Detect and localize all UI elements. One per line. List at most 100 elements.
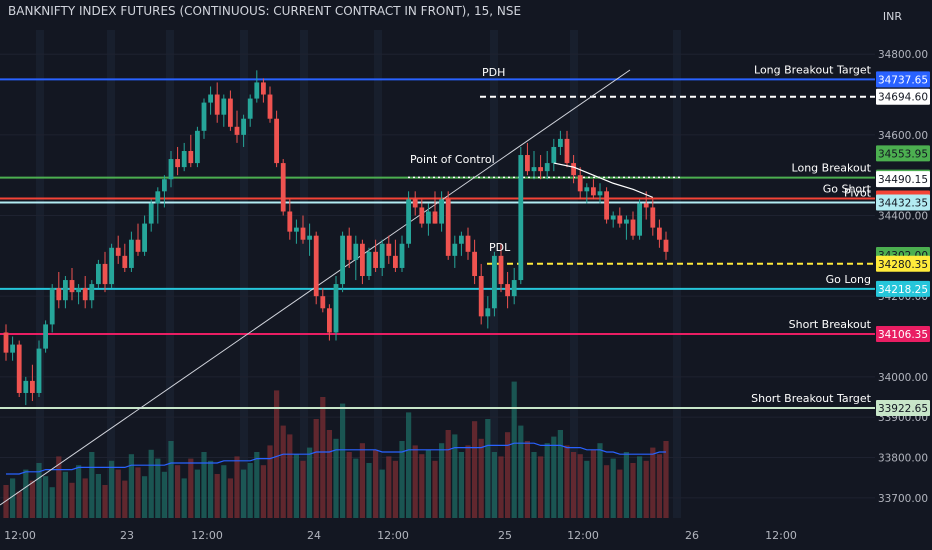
price-axis-tick: 33800.00 [878, 453, 928, 465]
level-label: Go Long [826, 273, 871, 286]
price-tag-label: 34106.35 [878, 329, 928, 341]
volume-bar [43, 476, 49, 518]
session-band [300, 30, 308, 518]
volume-bar [221, 465, 227, 518]
volume-bar [571, 452, 577, 518]
volume-bar [412, 445, 418, 518]
candle-body [313, 235, 319, 297]
volume-bar [663, 441, 669, 518]
candle-body [201, 102, 207, 131]
candle-body [89, 284, 95, 301]
candle-body [360, 243, 365, 277]
candle-body [399, 243, 405, 268]
session-band [166, 30, 174, 518]
symbol-title: BANKNIFTY INDEX FUTURES (CONTINUOUS: CUR… [8, 4, 522, 18]
candle-body [36, 348, 42, 393]
volume-bar [643, 460, 649, 518]
session-band [374, 30, 382, 518]
time-axis-tick: 24 [307, 529, 321, 542]
volume-bar [320, 397, 326, 518]
volume-bar [564, 445, 570, 518]
candle-body [419, 207, 425, 224]
candle-body [168, 159, 174, 180]
candle-body [333, 284, 339, 333]
candle-body [452, 243, 458, 256]
volume-bar [623, 452, 629, 518]
price-tag [876, 400, 930, 417]
candle-body [56, 288, 62, 301]
candle-body [175, 159, 180, 168]
volume-bar [49, 487, 55, 518]
session-band [570, 30, 578, 518]
volume-bar [62, 471, 68, 518]
volume-bar [485, 419, 491, 518]
volume-bar [267, 445, 273, 518]
volume-bar [10, 478, 16, 518]
price-axis-tick: 34800.00 [878, 49, 928, 61]
volume-bar [56, 456, 62, 518]
price-tag [876, 194, 930, 211]
candle-body [327, 308, 332, 333]
candle-body [307, 235, 312, 240]
time-axis-tick: 12:00 [377, 529, 409, 542]
candle-body [584, 187, 590, 192]
candle-body [445, 199, 451, 256]
volume-bar [326, 430, 332, 518]
volume-bar [89, 452, 95, 518]
candle-body [597, 191, 603, 196]
candle-body [23, 380, 29, 393]
volume-bars [3, 381, 669, 518]
volume-bar [458, 452, 464, 518]
time-axis-tick: 12:00 [765, 529, 797, 542]
candle-body [465, 235, 471, 252]
candle-body [478, 276, 484, 317]
candle-body [472, 251, 477, 277]
candle-body [82, 288, 88, 301]
candle-body [254, 82, 260, 99]
volume-bar [76, 465, 82, 518]
candle-body [340, 235, 345, 285]
volume-bar [386, 456, 392, 518]
volume-bar [313, 419, 319, 518]
candle-body [492, 255, 497, 309]
volume-bar [524, 441, 530, 518]
volume-bar [637, 456, 643, 518]
time-axis-tick: 12:00 [4, 529, 36, 542]
volume-bar [95, 474, 101, 518]
time-axis[interactable]: 12:00 23 12:00 24 12:00 25 12:00 26 12:00 [4, 529, 797, 542]
candle-body [3, 332, 9, 353]
volume-bar [439, 443, 445, 518]
candle-body [16, 344, 22, 393]
candle-body [604, 191, 609, 220]
volume-bar [465, 445, 471, 518]
volume-bar [353, 458, 359, 518]
volume-bar [280, 425, 286, 518]
volume-bar [359, 443, 365, 518]
candle-body [221, 98, 227, 115]
candle-body [379, 243, 385, 268]
volume-bar [379, 469, 385, 518]
candle-body [10, 344, 15, 353]
volume-bar [650, 447, 656, 518]
candles [3, 70, 669, 406]
volume-bar [472, 421, 478, 518]
volume-bar [478, 438, 484, 518]
volume-bar [254, 452, 260, 518]
volume-bar [445, 430, 451, 518]
candle-body [406, 199, 411, 244]
volume-bar [399, 441, 405, 518]
level-label: Long Breakout [792, 162, 872, 175]
volume-bar [333, 438, 339, 518]
candle-body [76, 288, 81, 293]
candle-body [195, 130, 200, 164]
volume-bar [419, 454, 425, 518]
candle-body [267, 94, 273, 119]
candle-body [320, 296, 326, 309]
candle-body [511, 280, 517, 297]
annotation-label: PDH [482, 66, 505, 79]
volume-bar [36, 463, 42, 518]
candle-body [531, 167, 537, 172]
volume-bar [425, 449, 431, 518]
volume-bar [208, 460, 214, 518]
